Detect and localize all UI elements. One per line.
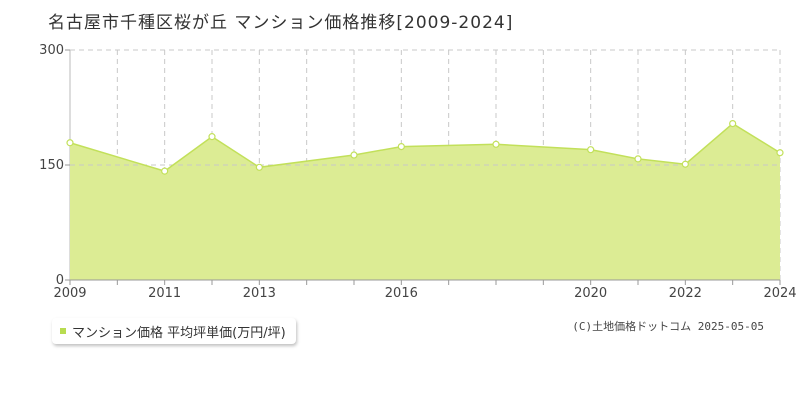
data-point	[161, 167, 169, 175]
x-tick-label: 2011	[148, 286, 181, 301]
data-point	[634, 155, 642, 163]
x-tick-label: 2009	[53, 286, 86, 301]
data-point	[66, 139, 74, 147]
x-tick-label: 2022	[669, 286, 702, 301]
x-tick-label: 2020	[574, 286, 607, 301]
data-point	[681, 160, 689, 168]
data-point	[208, 133, 216, 141]
data-point	[350, 151, 358, 159]
y-tick-label: 150	[39, 158, 64, 173]
x-tick-label: 2016	[385, 286, 418, 301]
x-tick-label: 2013	[243, 286, 276, 301]
x-tick-label: 2024	[763, 286, 796, 301]
data-point	[492, 140, 500, 148]
data-point	[397, 143, 405, 151]
area-fill	[70, 123, 780, 280]
series-line	[69, 122, 781, 172]
legend: マンション価格 平均坪単価(万円/坪)	[52, 318, 296, 344]
chart-title: 名古屋市千種区桜が丘 マンション価格推移[2009-2024]	[48, 13, 514, 33]
legend-swatch	[60, 328, 66, 334]
data-point	[776, 149, 784, 157]
data-point	[729, 119, 737, 128]
y-tick-label: 300	[39, 43, 64, 58]
legend-label: マンション価格 平均坪単価(万円/坪)	[72, 325, 286, 341]
copyright-footer: (C)土地価格ドットコム 2025-05-05	[572, 320, 764, 333]
data-point	[587, 146, 595, 154]
data-point	[255, 163, 263, 171]
y-tick-label: 0	[56, 273, 64, 288]
